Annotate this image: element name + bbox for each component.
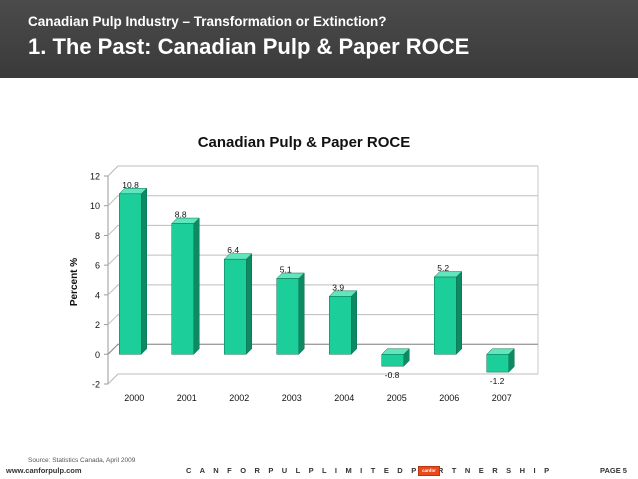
x-tick-label: 2000 — [124, 393, 144, 403]
bar-2002 — [224, 258, 247, 355]
data-label: -1.2 — [490, 376, 505, 386]
y-tick-label: 8 — [95, 231, 100, 241]
gridline — [107, 254, 538, 266]
header-subtitle: Canadian Pulp Industry – Transformation … — [28, 14, 387, 29]
y-tick-label: 4 — [95, 290, 100, 300]
bar-side — [141, 187, 147, 355]
plot-wall-top — [107, 165, 538, 177]
header-bar: Canadian Pulp Industry – Transformation … — [0, 0, 638, 78]
data-label: 10.8 — [122, 180, 139, 190]
data-label: 5.2 — [437, 263, 449, 273]
page-title: 1. The Past: Canadian Pulp & Paper ROCE — [28, 34, 470, 59]
y-tick-label: 12 — [90, 172, 100, 182]
bar-side — [246, 253, 252, 355]
x-tick-label: 2001 — [177, 393, 197, 403]
y-tick-label: -2 — [92, 380, 100, 390]
footer-website-link[interactable]: www.canforpulp.com — [6, 466, 82, 475]
y-tick-label: 2 — [95, 320, 100, 330]
gridline — [107, 284, 538, 296]
data-label: 8.8 — [175, 210, 187, 220]
bar-side — [298, 272, 305, 355]
zero-line — [107, 343, 538, 355]
y-axis-label: Percent % — [69, 258, 80, 306]
chart-title: Canadian Pulp & Paper ROCE — [198, 134, 411, 151]
bar-2006 — [434, 276, 457, 355]
bar-2001 — [171, 223, 194, 355]
gridline — [107, 165, 538, 177]
bar-2004 — [329, 296, 352, 355]
bar-side — [351, 290, 357, 355]
bar-2000 — [119, 193, 142, 355]
canfor-logo: canfor — [418, 466, 440, 476]
bar-side — [456, 270, 462, 355]
gridline — [107, 373, 538, 385]
x-tick-label: 2004 — [334, 393, 354, 403]
gridline — [107, 224, 538, 236]
page-number: PAGE 5 — [600, 466, 627, 475]
data-label: -0.8 — [385, 370, 400, 380]
data-label: 3.9 — [332, 282, 344, 292]
source-note: Source: Statistics Canada, April 2009 — [28, 457, 136, 464]
footer-company-name: C A N F O R P U L P L I M I T E D P A R … — [186, 466, 553, 475]
bar-2007 — [486, 354, 509, 373]
x-tick-label: 2006 — [439, 393, 459, 403]
y-tick-label: 6 — [95, 261, 100, 271]
gridline — [107, 195, 538, 207]
bar-side — [193, 217, 200, 355]
y-tick-label: 0 — [95, 350, 100, 360]
x-tick-label: 2005 — [387, 393, 407, 403]
x-tick-label: 2003 — [282, 393, 302, 403]
x-tick-label: 2007 — [492, 393, 512, 403]
gridline — [107, 314, 538, 325]
x-tick-label: 2002 — [229, 393, 249, 403]
bar-2003 — [276, 278, 299, 355]
bar-2005 — [381, 354, 404, 367]
data-label: 5.1 — [280, 265, 292, 275]
data-label: 6.4 — [227, 245, 239, 255]
y-tick-label: 10 — [90, 201, 100, 211]
